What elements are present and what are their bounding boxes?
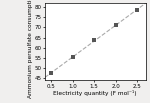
Point — [72, 56, 74, 58]
Point — [136, 9, 138, 11]
Y-axis label: Ammonium persulfate consumption/%: Ammonium persulfate consumption/% — [28, 0, 33, 98]
Point — [93, 39, 95, 40]
Point — [114, 25, 117, 26]
Point — [50, 72, 53, 74]
X-axis label: Electricity quantity (F mol⁻¹): Electricity quantity (F mol⁻¹) — [53, 90, 137, 96]
